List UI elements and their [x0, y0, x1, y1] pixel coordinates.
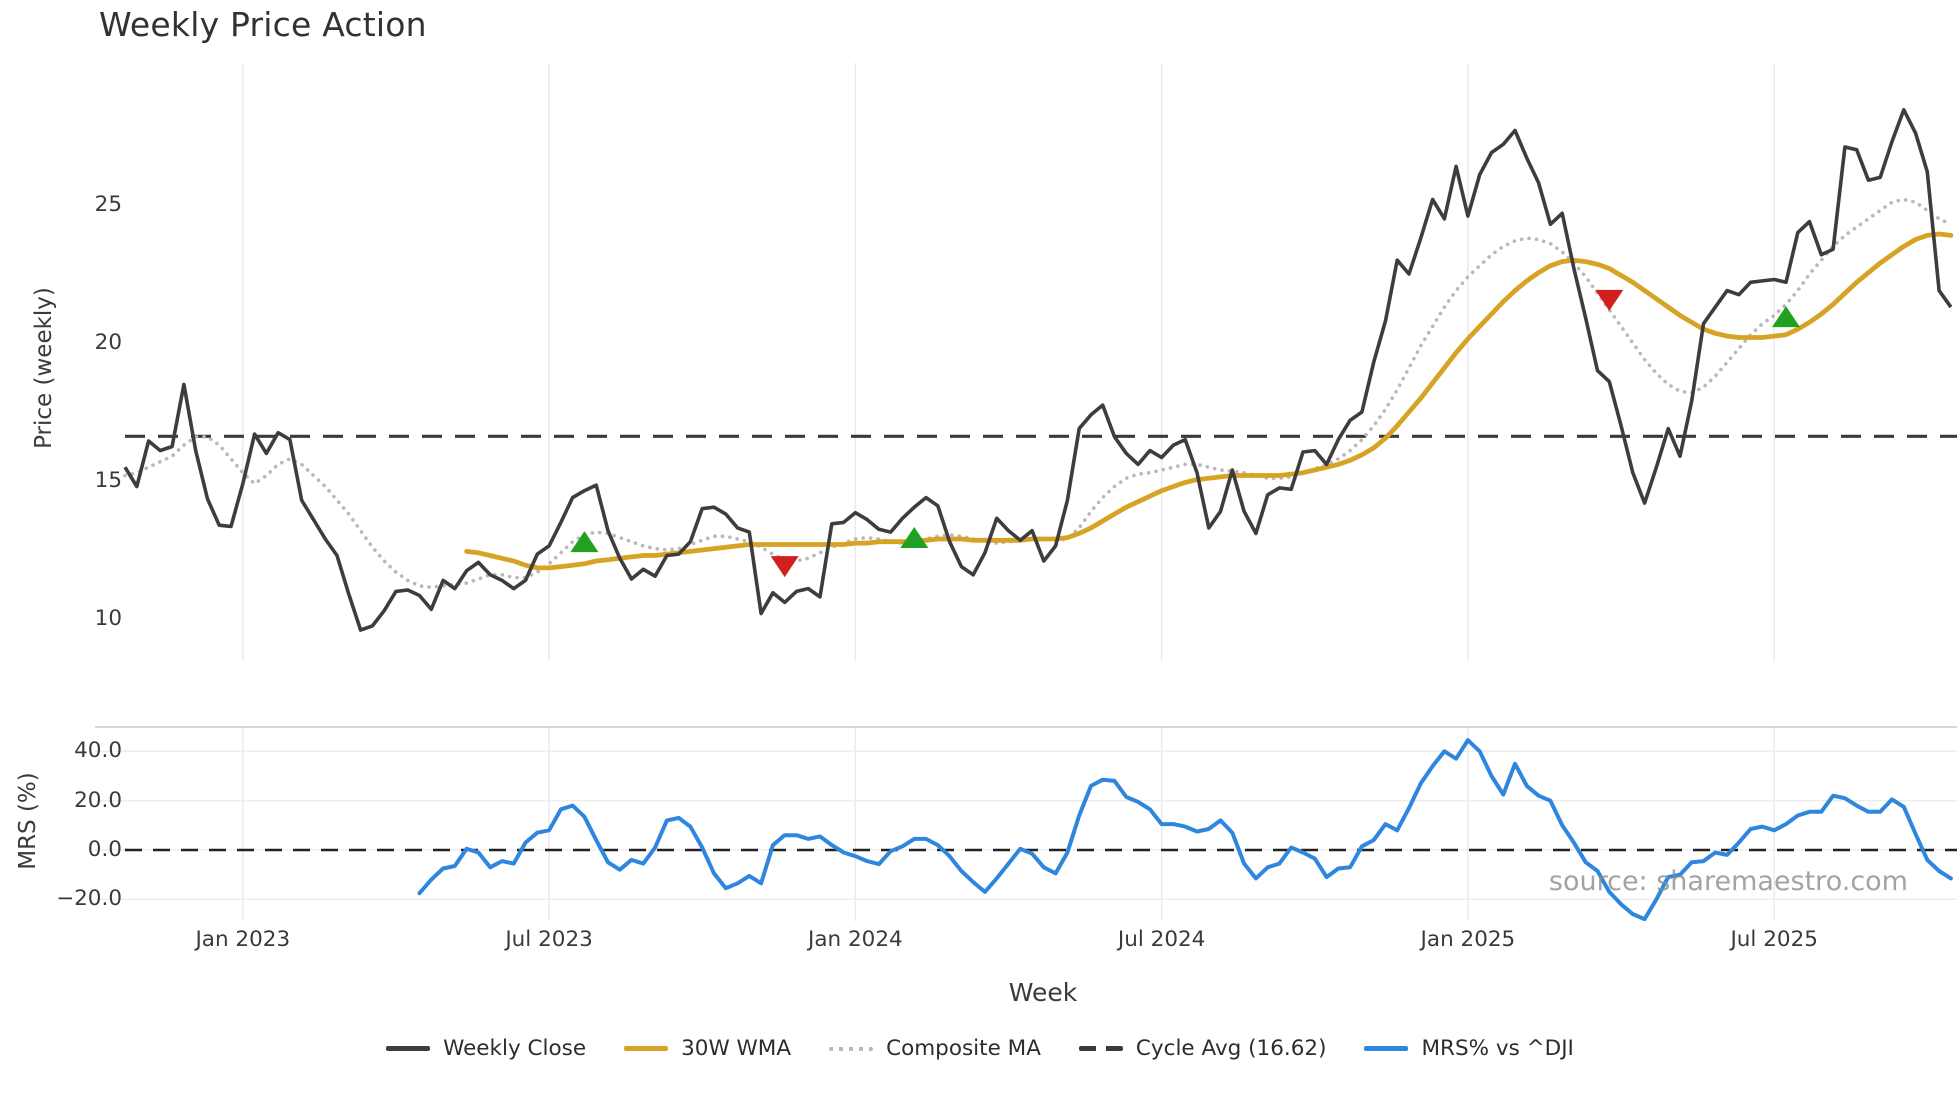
- x-tick-label: Jul 2024: [1117, 927, 1206, 952]
- price-ytick-label: 10: [94, 606, 122, 631]
- cycle-avg-dashed-swatch-icon: [1078, 1046, 1123, 1051]
- x-tick-label: Jul 2023: [505, 927, 593, 952]
- price-ytick-label: 15: [94, 468, 122, 493]
- week-axis-label: Week: [1008, 978, 1078, 1007]
- mrs-ytick-label: −20.0: [56, 886, 122, 912]
- mrs-ytick-label: 20.0: [74, 787, 122, 813]
- legend-item-composite-ma: Composite MA: [829, 1036, 1041, 1061]
- mrs-ytick-label: 40.0: [74, 738, 122, 764]
- legend-item-mrs: MRS% vs ^DJI: [1364, 1036, 1574, 1061]
- price-ytick-label: 20: [94, 330, 122, 355]
- legend-label: MRS% vs ^DJI: [1421, 1036, 1574, 1061]
- source-watermark: source: sharemaestro.com: [1548, 866, 1908, 897]
- legend-label: Cycle Avg (16.62): [1135, 1036, 1327, 1061]
- x-tick-label: Jul 2025: [1730, 927, 1818, 952]
- x-tick-label: Jan 2024: [808, 927, 903, 952]
- x-tick-label: Jan 2023: [195, 927, 291, 952]
- legend-item-30w-wma: 30W WMA: [624, 1036, 791, 1061]
- composite-ma-dotted-swatch-icon: [829, 1046, 874, 1051]
- chart-title: Weekly Price Action: [99, 5, 427, 44]
- mrs-axis-label: MRS (%): [15, 772, 41, 870]
- legend-item-weekly-close: Weekly Close: [386, 1036, 586, 1061]
- legend-item-cycle-avg: Cycle Avg (16.62): [1078, 1036, 1327, 1061]
- legend-label: Composite MA: [886, 1036, 1041, 1061]
- legend-label: Weekly Close: [443, 1036, 587, 1061]
- weekly-close-line-swatch-icon: [386, 1046, 431, 1051]
- mrs-ytick-label: 0.0: [87, 837, 122, 862]
- wma-line-swatch-icon: [624, 1046, 669, 1051]
- chart-legend: Weekly Close 30W WMA Composite MA Cycle …: [0, 1036, 1960, 1061]
- x-tick-label: Jan 2025: [1420, 927, 1516, 952]
- legend-label: 30W WMA: [681, 1036, 792, 1061]
- mrs-line-swatch-icon: [1364, 1046, 1409, 1051]
- price-ytick-label: 25: [94, 192, 122, 217]
